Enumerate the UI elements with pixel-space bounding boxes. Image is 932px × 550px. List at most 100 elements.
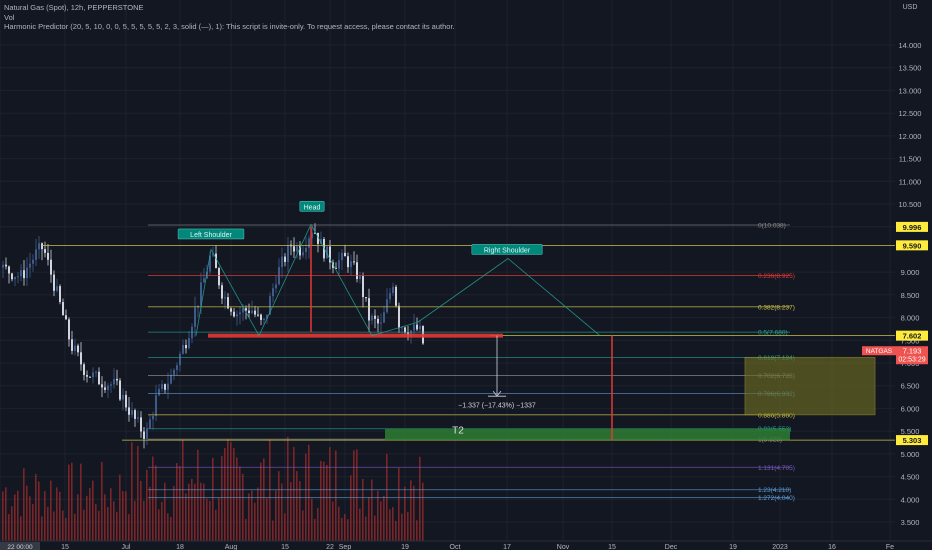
volume-bar bbox=[128, 514, 130, 541]
candle-body bbox=[14, 277, 16, 280]
volume-bar bbox=[89, 487, 91, 541]
target-zone bbox=[744, 356, 876, 416]
price-tick-label: 14.000 bbox=[899, 41, 922, 50]
candle-body bbox=[260, 314, 262, 321]
volume-bar bbox=[359, 508, 361, 541]
time-tick-label: Sep bbox=[339, 544, 352, 550]
candle-body bbox=[266, 314, 268, 319]
time-tick-label: Dec bbox=[665, 544, 678, 550]
volume-bar bbox=[338, 506, 340, 541]
candle-body bbox=[59, 286, 61, 303]
symbol-title[interactable]: Natural Gas (Spot), 12h, PEPPERSTONE bbox=[4, 3, 144, 12]
volume-bar bbox=[215, 509, 217, 541]
candle-body bbox=[62, 302, 64, 316]
fib-level-label: 0.236(8.925) bbox=[758, 273, 795, 280]
fib-level-label: 1.272(4.040) bbox=[758, 495, 795, 502]
volume-bar bbox=[422, 482, 424, 541]
volume-bar bbox=[44, 491, 46, 541]
time-tick-label: 15 bbox=[608, 544, 616, 550]
time-tick-label: 17 bbox=[503, 544, 511, 550]
price-tick-label: 12.000 bbox=[899, 132, 922, 141]
volume-bar bbox=[347, 519, 349, 541]
volume-bar bbox=[416, 520, 418, 541]
time-tick-label: Aug bbox=[225, 544, 238, 550]
volume-bar bbox=[371, 479, 373, 541]
candle-body bbox=[74, 345, 76, 351]
candle-body bbox=[92, 372, 94, 378]
neckline bbox=[208, 333, 503, 338]
candle-body bbox=[140, 417, 142, 432]
fib-level-label: 1.23(4.210) bbox=[758, 487, 791, 494]
candle-body bbox=[161, 384, 163, 390]
volume-bar bbox=[35, 474, 37, 541]
volume-bar bbox=[11, 506, 13, 541]
candle-body bbox=[56, 286, 58, 291]
candle-body bbox=[269, 296, 271, 315]
candle-body bbox=[5, 264, 7, 267]
volume-bar bbox=[116, 511, 118, 541]
candle-body bbox=[242, 308, 244, 313]
candle-body bbox=[185, 344, 187, 349]
price-tick-label: 3.500 bbox=[901, 518, 920, 527]
volume-bar bbox=[380, 501, 382, 541]
volume-bar bbox=[290, 482, 292, 541]
volume-bar bbox=[242, 473, 244, 541]
volume-bar bbox=[383, 495, 385, 541]
volume-bar bbox=[311, 498, 313, 541]
volume-bar bbox=[173, 485, 175, 541]
volume-bar bbox=[362, 479, 364, 541]
volume-bar bbox=[284, 513, 286, 541]
candle-body bbox=[38, 243, 40, 250]
candle-body bbox=[350, 261, 352, 268]
time-tick-label: 19 bbox=[401, 544, 409, 550]
time-tick-label: 18 bbox=[176, 544, 184, 550]
head-shoulders-outline bbox=[195, 223, 601, 337]
price-tick-label: 4.500 bbox=[901, 473, 920, 482]
fib-level-label: 0.5(7.680) bbox=[758, 330, 788, 337]
candle-body bbox=[419, 325, 421, 330]
candle-body bbox=[353, 261, 355, 263]
candle-body bbox=[26, 267, 28, 279]
time-cursor-tag bbox=[0, 542, 40, 550]
volume-bar bbox=[257, 487, 259, 541]
candle-body bbox=[110, 384, 112, 386]
last-price-label: 7.193 bbox=[903, 347, 922, 356]
candle-body bbox=[50, 259, 52, 275]
time-tick-label: 19 bbox=[729, 544, 737, 550]
candle-body bbox=[167, 383, 169, 390]
candle-body bbox=[191, 326, 193, 339]
volume-bar bbox=[200, 482, 202, 541]
volume-bar bbox=[20, 516, 22, 541]
candle-body bbox=[206, 271, 208, 279]
candle-body bbox=[134, 410, 136, 419]
candle-body bbox=[281, 256, 283, 268]
candle-body bbox=[143, 431, 145, 439]
candle-body bbox=[98, 371, 100, 385]
indicator-label[interactable]: Harmonic Predictor (20, 5, 10, 0, 0, 5, … bbox=[4, 22, 455, 31]
volume-bar bbox=[245, 518, 247, 541]
fib-level-label: 1.131(4.705) bbox=[758, 465, 795, 472]
price-tag bbox=[896, 240, 928, 251]
time-tick-label: Fe bbox=[886, 544, 894, 550]
volume-bar bbox=[146, 469, 148, 541]
volume-bar bbox=[26, 485, 28, 541]
candle-body bbox=[23, 270, 25, 279]
candle-body bbox=[218, 268, 220, 286]
price-tag-label: 5.303 bbox=[903, 436, 922, 445]
volume-bar bbox=[308, 444, 310, 541]
candle-body bbox=[380, 322, 382, 324]
candle-body bbox=[137, 417, 139, 419]
volume-bar bbox=[344, 514, 346, 541]
volume-bar bbox=[68, 464, 70, 541]
candle-body bbox=[356, 262, 358, 280]
candle-body bbox=[86, 375, 88, 377]
volume-label[interactable]: Vol bbox=[4, 12, 15, 22]
volume-bar bbox=[365, 516, 367, 541]
volume-bar bbox=[113, 501, 115, 541]
volume-bar bbox=[350, 475, 352, 541]
price-tick-label: 4.000 bbox=[901, 495, 920, 504]
time-tick-label: 16 bbox=[828, 544, 836, 550]
volume-bar bbox=[320, 460, 322, 541]
volume-bar bbox=[8, 514, 10, 541]
